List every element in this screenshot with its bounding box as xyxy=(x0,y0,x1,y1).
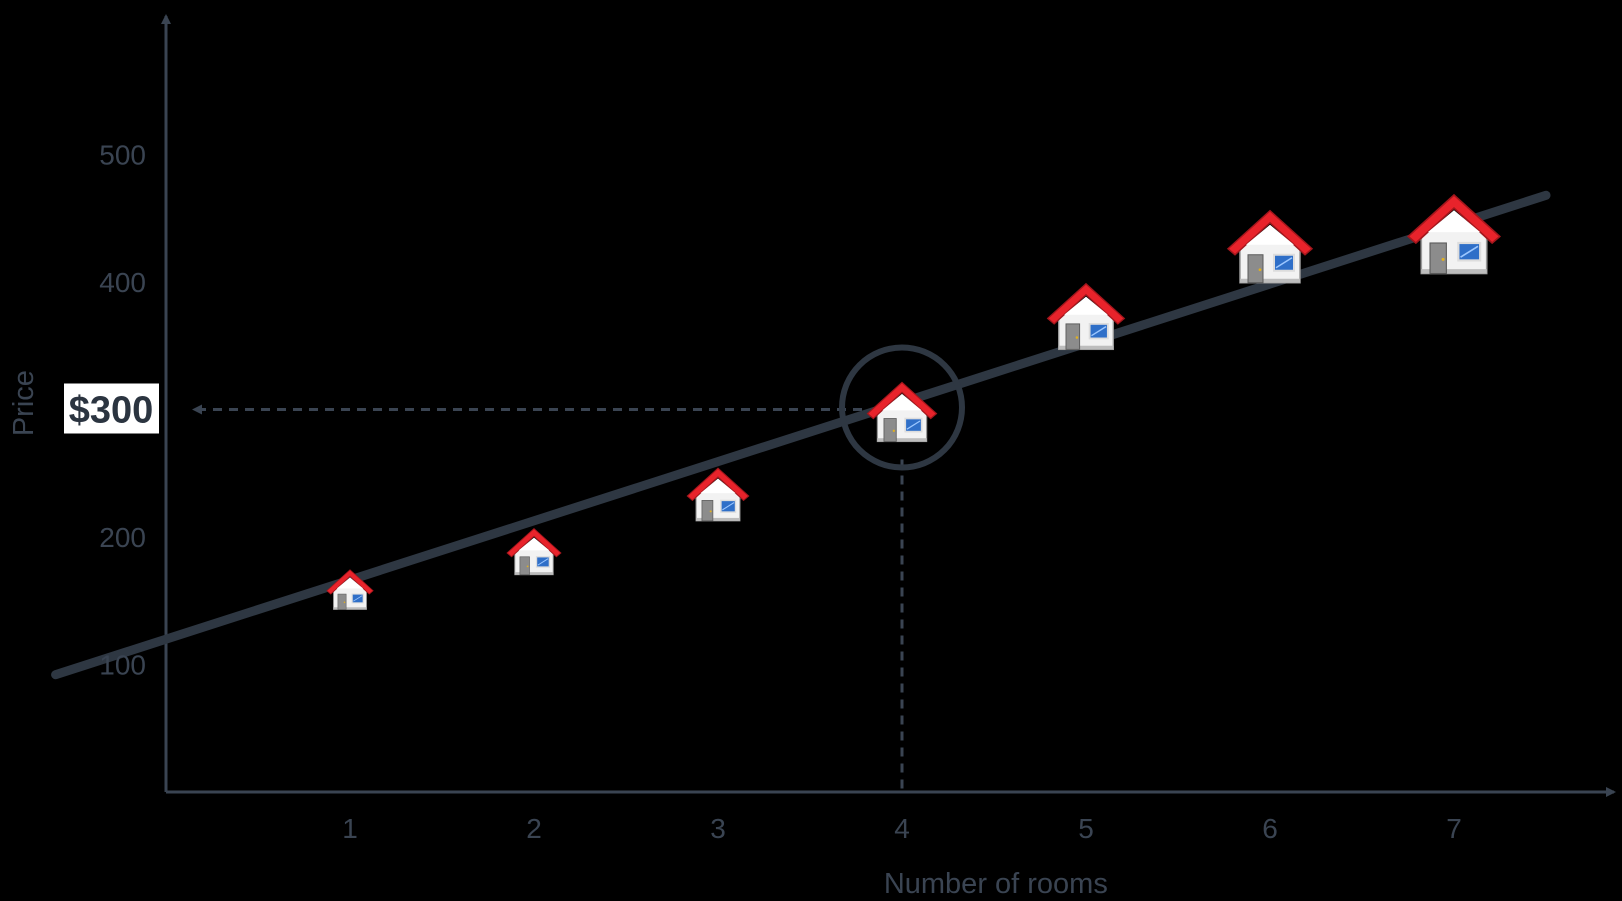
y-axis-title: Price xyxy=(8,370,40,436)
price-callout-box xyxy=(64,383,159,434)
house-window-glint xyxy=(1460,245,1479,258)
house-base xyxy=(1240,278,1300,283)
house-door xyxy=(519,556,530,576)
house-door-knob xyxy=(709,510,712,513)
house-base xyxy=(696,517,740,521)
house-door-knob xyxy=(1441,257,1445,261)
house-door-knob xyxy=(526,565,529,568)
x-tick-label: 5 xyxy=(1078,813,1094,844)
house-roof xyxy=(866,381,938,420)
house-base xyxy=(333,607,367,610)
y-tick-label: 400 xyxy=(99,267,146,298)
x-axis-title: Number of rooms xyxy=(884,868,1108,900)
tick-labels: 1 2 3 4 5 6 7 100 200 400 500 xyxy=(99,140,1462,845)
house-base xyxy=(1058,345,1114,350)
x-tick-label: 6 xyxy=(1262,813,1278,844)
house-door xyxy=(701,500,714,522)
house-base xyxy=(877,438,927,442)
x-tick-label: 1 xyxy=(342,813,358,844)
x-tick-label: 3 xyxy=(710,813,726,844)
house-door xyxy=(1247,254,1264,284)
house-gable xyxy=(336,577,364,589)
y-tick-label: 200 xyxy=(99,522,146,553)
x-tick-label: 7 xyxy=(1446,813,1462,844)
house-door-knob xyxy=(343,601,346,604)
house-gable xyxy=(1427,210,1481,233)
house-icon xyxy=(506,527,562,576)
data-points xyxy=(326,193,1502,610)
house-window-glint xyxy=(1091,326,1107,337)
house-icon xyxy=(686,467,750,522)
house-door-knob xyxy=(1258,268,1262,272)
y-tick-label: 100 xyxy=(99,650,146,681)
house-door xyxy=(1065,323,1081,350)
highlight-circle xyxy=(839,344,965,471)
house-window-glint xyxy=(722,502,735,511)
house-icon xyxy=(866,381,938,443)
house-base xyxy=(514,572,554,575)
house-door xyxy=(883,418,897,442)
house-roof xyxy=(1046,282,1126,325)
house-window-glint xyxy=(1275,257,1293,269)
x-tick-label: 4 xyxy=(894,813,910,844)
house-door xyxy=(337,593,347,610)
price-callout-label: $300 xyxy=(69,390,154,432)
house-icon xyxy=(1046,282,1126,351)
house-gable xyxy=(1064,296,1108,315)
house-roof xyxy=(506,527,562,558)
house-window-glint xyxy=(906,420,921,430)
x-tick-label: 2 xyxy=(526,813,542,844)
house-gable xyxy=(700,478,736,494)
house-gable xyxy=(1246,224,1294,245)
house-icon xyxy=(1226,209,1314,284)
house-roof xyxy=(686,467,750,502)
house-icon xyxy=(326,569,374,610)
house-gable xyxy=(882,393,922,411)
house-icon xyxy=(1406,193,1502,275)
house-roof xyxy=(1226,209,1314,256)
house-roof xyxy=(1406,193,1502,245)
price-callout: $300 xyxy=(64,383,159,434)
house-door xyxy=(1429,242,1447,275)
house-gable xyxy=(518,537,550,551)
house-door-knob xyxy=(892,429,895,432)
house-roof xyxy=(326,569,374,595)
guide-lines xyxy=(192,404,904,790)
house-base xyxy=(1421,269,1487,274)
house-door-knob xyxy=(1075,336,1079,339)
house-window-glint xyxy=(537,558,549,566)
axes xyxy=(161,14,1616,797)
house-window-glint xyxy=(353,595,363,602)
y-tick-label: 500 xyxy=(99,140,146,171)
